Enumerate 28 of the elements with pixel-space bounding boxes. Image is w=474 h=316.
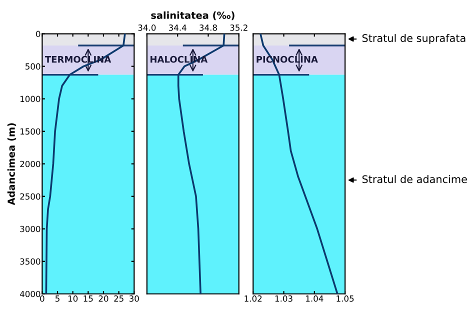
x-tick-label: 34.8 [200,24,217,31]
y-tick-label: 2500 [20,193,40,200]
x-tick-label: 1.02 [244,295,262,302]
x-axis-title: salinitatea (‰) [151,11,234,20]
y-tick-label: 3500 [20,258,40,265]
x-tick-label: 25 [114,295,124,302]
x-tick-label: 15 [84,296,93,302]
y-tick-label: 2000 [20,160,40,168]
x-tick-label: 34.4 [168,24,186,31]
x-tick-label: 1.05 [336,295,354,302]
x-tick-label: 20 [98,295,108,302]
x-tick-label: 1.03 [275,295,292,302]
y-tick-label: 1500 [20,128,40,135]
x-tick-label: 35.2 [230,24,248,31]
y-tick-label: 1000 [20,96,40,102]
annotation: Stratul de adancime [362,175,467,184]
y-axis-title: Adancimea (m) [7,123,16,206]
y-tick-label: 0 [36,30,40,38]
x-tick-label: 10 [68,295,78,302]
y-tick-label: 3000 [20,226,40,232]
x-tick-label: 30 [129,295,139,302]
annotation: Stratul de suprafata [362,34,466,44]
y-tick-label: 4000 [20,290,40,298]
x-tick-label: 34.0 [138,24,156,31]
line-series [45,34,126,294]
x-tick-label: 1.04 [306,295,324,302]
x-tick-label: 5 [56,296,60,302]
y-tick-label: 500 [26,63,40,70]
